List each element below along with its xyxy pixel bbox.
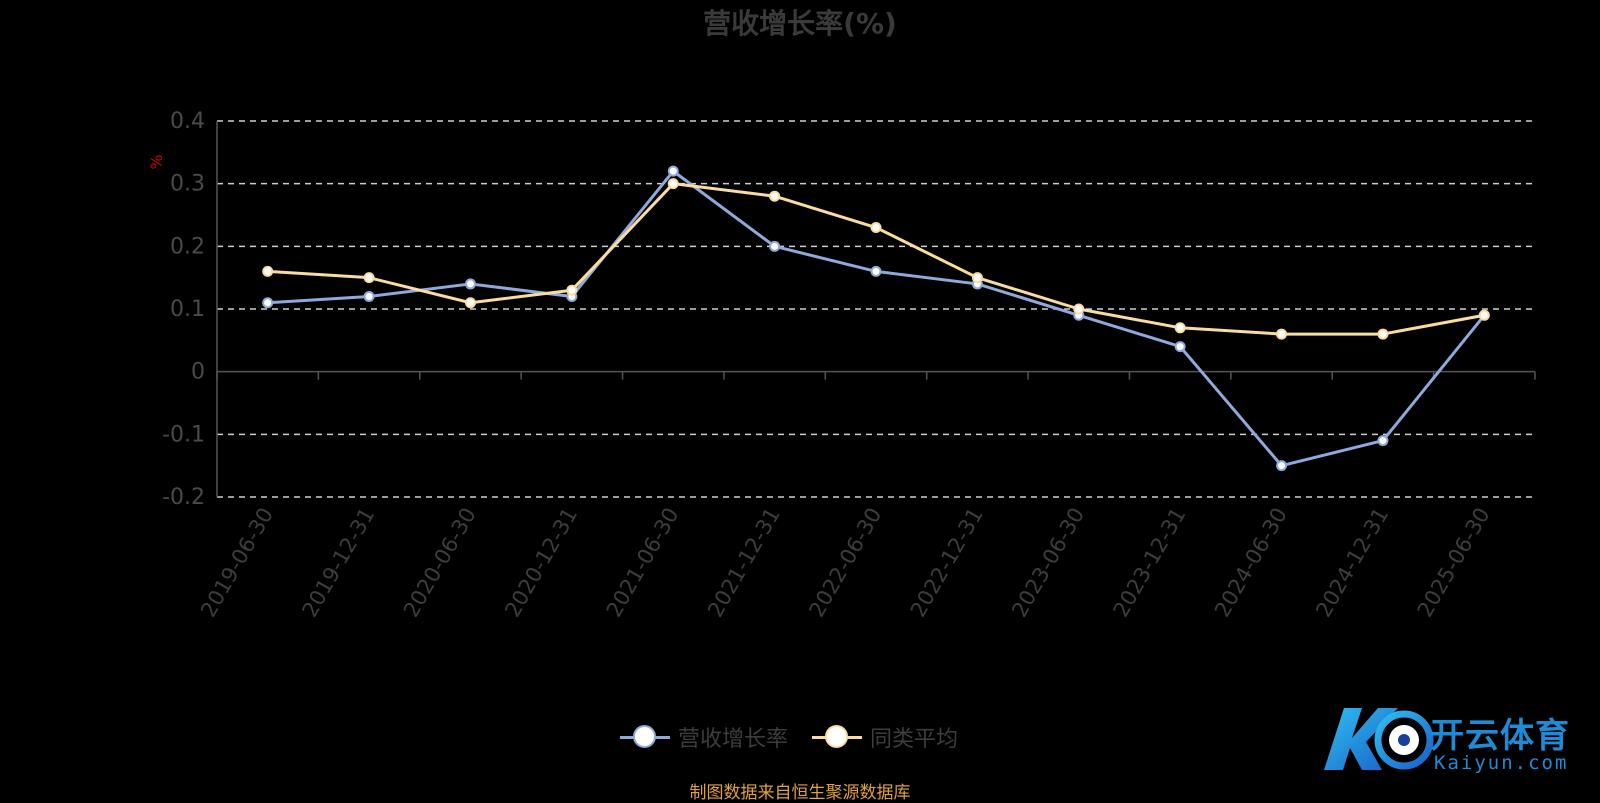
data-point-revenue-growth: [464, 278, 476, 290]
x-tick-label: 2021-06-30: [602, 504, 684, 622]
x-tick-label: 2025-06-30: [1413, 504, 1495, 622]
y-tick-label: 0.2: [170, 234, 205, 259]
data-point-peer-average: [566, 284, 578, 296]
x-tick-label: 2020-06-30: [399, 504, 481, 622]
legend-marker-peer-average: [812, 725, 863, 749]
series: [262, 165, 1490, 472]
data-point-revenue-growth: [870, 265, 882, 277]
legend-label-revenue-growth: 营收增长率: [678, 727, 789, 752]
legend: 营收增长率 同类平均: [620, 720, 958, 754]
x-tick-label: 2021-12-31: [703, 504, 785, 622]
data-point-peer-average: [1073, 303, 1085, 315]
y-tick-label: 0.3: [170, 172, 205, 197]
series-line-revenue-growth: [267, 169, 1486, 468]
kaiyun-logo-icon: [1324, 708, 1434, 770]
x-tick-label: 2020-12-31: [500, 504, 582, 622]
data-point-peer-average: [1478, 309, 1490, 321]
data-point-peer-average: [769, 190, 781, 202]
data-source-note: 制图数据来自恒生聚源数据库: [689, 783, 911, 803]
data-point-peer-average: [1276, 328, 1288, 340]
legend-item-revenue-growth[interactable]: 营收增长率: [620, 721, 788, 753]
y-tick-label: -0.1: [162, 422, 205, 447]
x-tick-label: 2023-06-30: [1007, 504, 1089, 622]
axes: -0.2 -0.1 0 0.1 0.2 0.3 0.4 2019-06-30 2019-12-3…: [162, 109, 1536, 622]
series-line-peer-average: [267, 182, 1485, 336]
grid-lines: [217, 120, 1535, 498]
data-point-revenue-growth: [1276, 460, 1288, 472]
y-tick-label: 0.1: [170, 297, 205, 322]
data-point-revenue-growth: [769, 240, 781, 252]
y-axis-label: %: [147, 154, 166, 169]
data-point-peer-average: [262, 265, 274, 277]
x-tick-label: 2023-12-31: [1109, 504, 1191, 622]
data-point-peer-average: [363, 272, 375, 284]
data-point-peer-average: [870, 222, 882, 234]
chart-title: 营收增长率(%): [703, 7, 897, 40]
x-tick-label: 2024-06-30: [1210, 504, 1292, 622]
y-tick-label: -0.2: [162, 485, 205, 510]
data-point-revenue-growth: [1377, 435, 1389, 447]
data-point-peer-average: [1174, 322, 1186, 334]
x-tick-label: 2019-06-30: [196, 504, 278, 622]
data-point-peer-average: [464, 297, 476, 309]
logo-text: 开云体育: [1430, 716, 1570, 756]
logo-url: Kaiyun.com: [1434, 752, 1569, 774]
x-tick-label: 2019-12-31: [298, 504, 380, 622]
y-tick-label: 0: [191, 360, 205, 385]
x-tick-label: 2022-06-30: [805, 504, 887, 622]
legend-item-peer-average[interactable]: 同类平均: [812, 721, 958, 753]
data-point-peer-average: [971, 272, 983, 284]
y-tick-label: 0.4: [170, 109, 205, 134]
legend-marker-revenue-growth: [620, 725, 670, 749]
legend-label-peer-average: 同类平均: [870, 727, 959, 752]
data-point-revenue-growth: [667, 165, 679, 177]
data-point-peer-average: [1377, 328, 1389, 340]
data-point-revenue-growth: [262, 297, 274, 309]
x-tick-label: 2022-12-31: [906, 504, 988, 622]
data-point-revenue-growth: [363, 290, 375, 302]
data-point-peer-average: [667, 178, 679, 190]
x-tick-label: 2024-12-31: [1311, 504, 1393, 622]
data-point-revenue-growth: [1174, 341, 1186, 353]
